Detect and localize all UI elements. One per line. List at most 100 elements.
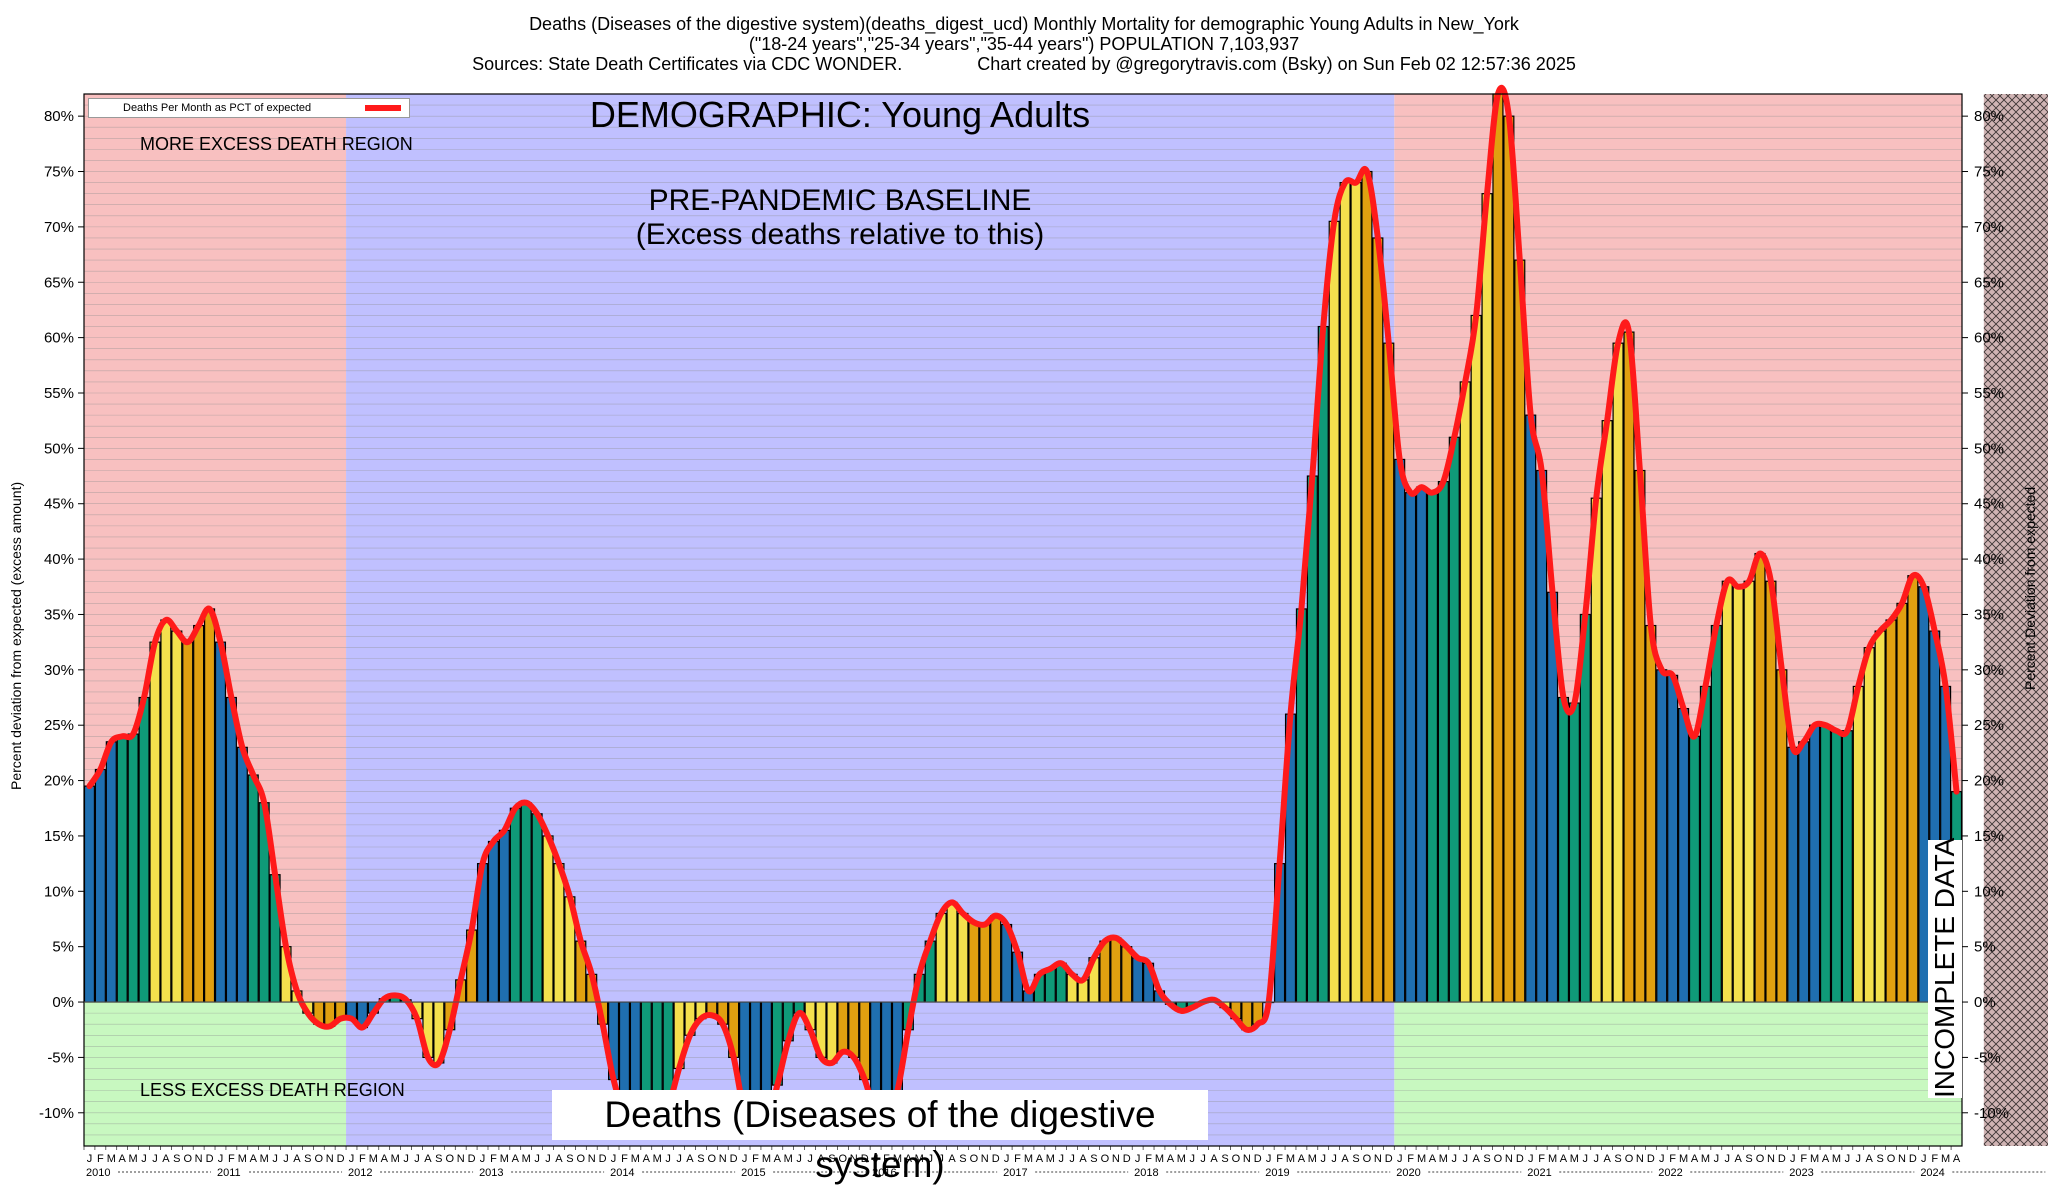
- x-tick-label: M: [1832, 1153, 1841, 1165]
- data-bar: [1437, 480, 1449, 1003]
- data-bar: [1765, 580, 1777, 1003]
- x-tick-label: A: [1560, 1153, 1568, 1165]
- y-tick-label-right: 25%: [1974, 717, 2004, 734]
- x-year-label: 2018: [1134, 1167, 1158, 1179]
- data-bar: [979, 923, 991, 1003]
- y-tick-label-left: 30%: [44, 662, 74, 679]
- x-tick-label: A: [555, 1153, 563, 1165]
- x-tick-label: J: [1714, 1153, 1720, 1165]
- x-tick-label: N: [1636, 1153, 1644, 1165]
- x-tick-label: F: [359, 1153, 366, 1165]
- baseline-annotation-sub: (Excess deaths relative to this): [635, 218, 1045, 251]
- data-bar: [1426, 492, 1439, 1003]
- x-tick-label: D: [468, 1153, 476, 1165]
- x-tick-label: M: [784, 1153, 793, 1165]
- y-tick-label-left: 45%: [44, 496, 74, 513]
- x-tick-label: A: [1472, 1153, 1480, 1165]
- x-tick-label: J: [1058, 1153, 1064, 1165]
- x-tick-label: A: [1341, 1153, 1349, 1165]
- x-tick-label: S: [1221, 1153, 1228, 1165]
- x-tick-label: A: [1866, 1153, 1874, 1165]
- x-tick-label: O: [1232, 1153, 1241, 1165]
- data-bar: [1896, 602, 1908, 1003]
- x-tick-label: J: [1452, 1153, 1458, 1165]
- x-tick-label: M: [1155, 1153, 1164, 1165]
- data-bar: [1601, 420, 1613, 1003]
- baseline-annotation: PRE-PANDEMIC BASELINE: [648, 184, 1032, 217]
- x-tick-label: M: [522, 1153, 531, 1165]
- data-bar: [160, 619, 172, 1003]
- x-tick-label: N: [1505, 1153, 1513, 1165]
- x-tick-label: J: [349, 1153, 355, 1165]
- x-tick-label: N: [588, 1153, 596, 1165]
- data-bar: [1328, 220, 1340, 1003]
- x-tick-label: M: [653, 1153, 662, 1165]
- x-tick-label: O: [708, 1153, 717, 1165]
- y-tick-label-right: 55%: [1974, 385, 2004, 402]
- y-tick-label-left: 75%: [44, 164, 74, 181]
- data-bar: [1754, 552, 1766, 1003]
- data-bar: [1645, 624, 1657, 1003]
- x-tick-label: D: [1909, 1153, 1917, 1165]
- x-tick-label: A: [774, 1153, 782, 1165]
- x-tick-label: M: [762, 1153, 771, 1165]
- series-line: [86, 85, 1960, 1134]
- data-bar: [83, 785, 96, 1003]
- x-tick-label: A: [162, 1153, 170, 1165]
- x-tick-label: J: [742, 1153, 748, 1165]
- y-tick-label-right: 45%: [1974, 496, 2004, 513]
- x-tick-label: S: [697, 1153, 704, 1165]
- data-bar: [1492, 93, 1504, 1003]
- data-bar: [1503, 115, 1515, 1003]
- data-bar: [214, 641, 227, 1003]
- data-bar: [1623, 331, 1635, 1003]
- x-tick-label: J: [676, 1153, 682, 1165]
- data-bar: [826, 1001, 838, 1064]
- y-tick-label-left: 65%: [44, 274, 74, 291]
- x-tick-label: D: [599, 1153, 607, 1165]
- incomplete-hatch: [1983, 94, 2048, 1146]
- less-excess-region: [1394, 1002, 1962, 1146]
- data-bar: [247, 774, 259, 1003]
- y-tick-label-right: -10%: [1974, 1105, 2009, 1122]
- x-tick-label: N: [1112, 1153, 1120, 1165]
- y-tick-label-left: 50%: [44, 440, 74, 457]
- x-tick-label: D: [1516, 1153, 1524, 1165]
- x-tick-label: N: [195, 1153, 203, 1165]
- x-tick-label: M: [1570, 1153, 1579, 1165]
- x-tick-label: A: [1167, 1153, 1175, 1165]
- x-tick-label: J: [1856, 1153, 1862, 1165]
- x-tick-label: F: [752, 1153, 759, 1165]
- x-year-label: 2021: [1527, 1167, 1551, 1179]
- x-tick-label: J: [1790, 1153, 1796, 1165]
- x-tick-label: A: [1603, 1153, 1611, 1165]
- data-bar: [1841, 730, 1853, 1003]
- x-tick-label: A: [293, 1153, 301, 1165]
- y-tick-label-right: 80%: [1974, 108, 2004, 125]
- x-tick-label: J: [1462, 1153, 1468, 1165]
- data-bar: [1568, 702, 1580, 1003]
- data-bar: [531, 813, 543, 1003]
- x-tick-label: M: [129, 1153, 138, 1165]
- x-tick-label: O: [314, 1153, 323, 1165]
- x-year-label: 2019: [1265, 1167, 1289, 1179]
- x-tick-label: A: [686, 1153, 694, 1165]
- x-tick-label: O: [1756, 1153, 1765, 1165]
- data-bar: [957, 912, 969, 1003]
- x-tick-label: J: [1921, 1153, 1927, 1165]
- x-tick-label: F: [1669, 1153, 1676, 1165]
- x-tick-label: A: [643, 1153, 651, 1165]
- data-bar: [138, 696, 150, 1003]
- legend: Deaths Per Month as PCT of expected: [88, 98, 410, 118]
- bottom-title: Deaths (Diseases of the digestive system…: [552, 1090, 1208, 1185]
- x-tick-label: O: [577, 1153, 586, 1165]
- data-bar: [837, 1001, 849, 1053]
- x-tick-label: N: [719, 1153, 727, 1165]
- data-bar: [1863, 647, 1875, 1003]
- x-tick-label: A: [1298, 1153, 1306, 1165]
- data-bar: [116, 735, 128, 1003]
- x-tick-label: J: [1189, 1153, 1195, 1165]
- chart-subtitle: ("18-24 years","25-34 years","35-44 year…: [748, 34, 1300, 54]
- data-bar: [520, 802, 532, 1003]
